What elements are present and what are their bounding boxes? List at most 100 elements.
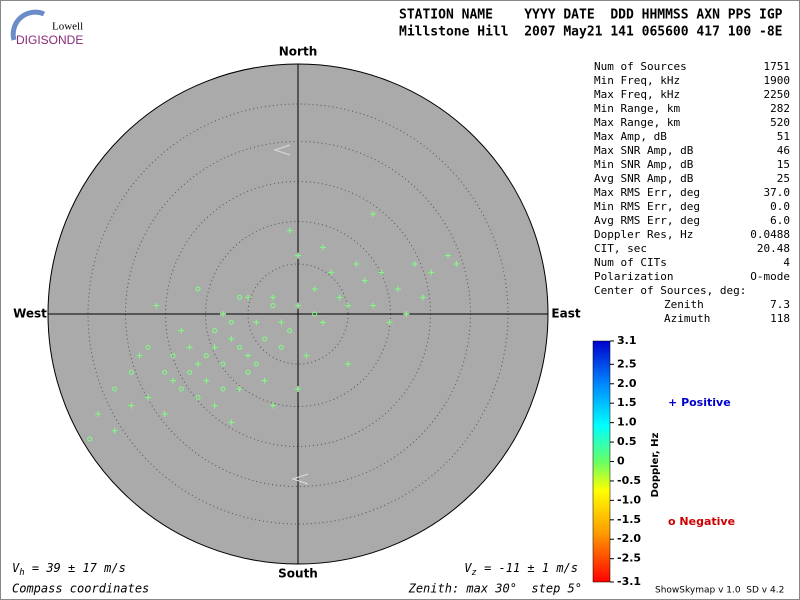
point-negative [228,319,234,325]
point-positive [211,344,218,351]
param-label: Avg RMS Err, deg [594,214,700,227]
colorbar-tick-label: 0.5 [617,435,637,448]
param-value: 0.0488 [750,228,790,241]
colorbar [592,340,611,583]
compass-north: North [279,45,317,59]
point-positive [278,319,285,326]
point-positive [345,302,351,309]
point-positive [403,311,410,317]
point-positive [228,336,235,342]
point-positive [128,402,135,409]
point-negative [212,328,218,334]
point-positive [111,427,118,434]
point-negative [245,369,251,375]
point-negative [237,294,243,300]
point-negative [87,436,93,442]
center-azimuth-value: 118 [770,312,790,325]
param-label: Max RMS Err, deg [594,186,700,199]
point-positive [445,252,451,259]
colorbar-tick-label: 0 [617,455,625,468]
colorbar-tick-label: -3.1 [617,575,641,588]
point-negative [112,386,118,392]
center-zenith-value: 7.3 [770,298,790,311]
point-positive [411,261,418,267]
point-positive [228,419,235,426]
point-positive [211,402,218,409]
marker-south [291,473,309,485]
param-value: O-mode [750,270,790,283]
point-positive [320,319,326,326]
footer-zenith: Zenith: max 30° step 5° [408,582,582,596]
param-value: 4 [783,256,790,269]
point-positive [236,386,243,392]
center-zenith-label: Zenith [664,298,704,311]
point-negative [195,394,201,400]
param-value: 37.0 [764,186,791,199]
footer-vh: Vh = 39 ± 17 m/s [12,561,126,578]
colorbar-tick-label: 2.0 [617,377,637,390]
logo-line2: DIGISONDE [16,33,83,47]
param-label: Max Freq, kHz [594,88,680,101]
point-negative [187,369,193,375]
point-positive [195,361,201,367]
point-positive [261,377,268,384]
point-negative [128,369,134,375]
point-positive [336,294,343,301]
colorbar-tick-label: -1.5 [617,513,641,526]
colorbar-tick-label: -2.0 [617,532,641,545]
point-positive [320,244,326,251]
point-positive [303,352,310,359]
point-positive [145,394,151,401]
param-label: Min RMS Err, deg [594,200,700,213]
param-label: Avg SNR Amp, dB [594,172,694,185]
param-value: 1751 [764,60,791,73]
point-negative [203,353,209,359]
marker-north [273,144,291,156]
param-value: 46 [777,144,790,157]
param-label: Min Freq, kHz [594,74,680,87]
center-title: Center of Sources, deg: [594,284,746,297]
point-positive [270,402,276,409]
param-value: 6.0 [770,214,790,227]
point-positive [178,327,185,334]
param-label: CIT, sec [594,242,647,255]
point-positive [161,411,168,417]
point-positive [286,227,293,234]
param-label: Min Range, km [594,102,680,115]
footer-vz: Vz = -11 ± 1 m/s [464,561,578,578]
param-value: 1900 [764,74,791,87]
point-negative [237,344,243,350]
param-label: Doppler Res, Hz [594,228,693,241]
point-positive [295,252,301,259]
point-positive [136,352,143,359]
point-positive [170,377,176,384]
point-negative [170,353,176,359]
point-positive [245,294,251,301]
point-negative [270,303,276,309]
header-values: Millstone Hill 2007 May21 141 065600 417… [399,25,783,40]
point-positive [203,377,210,384]
param-label: Polarization [594,270,673,283]
footer-coords: Compass coordinates [12,582,149,596]
point-negative [145,344,151,350]
point-negative [253,361,259,367]
logo-line1: Lowell [52,21,83,33]
point-positive [361,277,368,284]
point-positive [270,294,276,301]
point-positive [353,261,360,267]
point-negative [287,328,293,334]
param-value: 520 [770,116,790,129]
colorbar-tick-label: -1.0 [617,493,641,506]
point-negative [220,386,226,392]
logo-swoosh [10,9,45,41]
point-positive [220,311,226,317]
colorbar-tick-label: 2.5 [617,357,637,370]
point-positive [245,352,251,359]
legend-positive: + Positive [668,396,731,409]
point-positive [370,302,376,309]
point-positive [311,286,318,292]
colorbar-tick-label: -2.5 [617,552,641,565]
point-negative [162,369,168,375]
param-label: Max Range, km [594,116,680,129]
param-value: 2250 [764,88,791,101]
